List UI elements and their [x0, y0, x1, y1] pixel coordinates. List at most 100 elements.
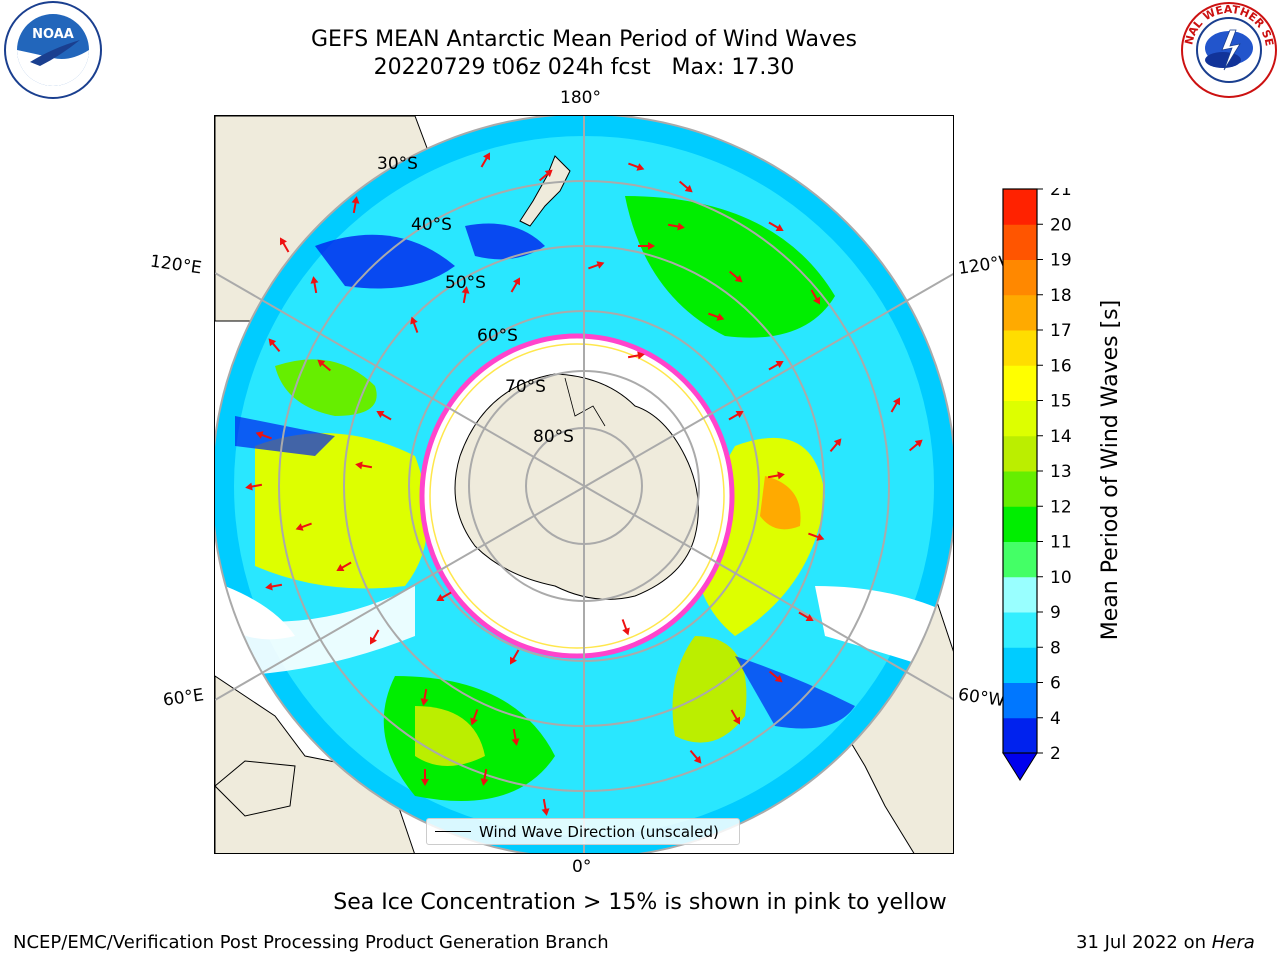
wave-direction-arrow: [621, 619, 630, 636]
lon-label-0: 0°: [572, 857, 592, 877]
lat-label-80s: 80°S: [533, 427, 574, 447]
wave-direction-arrow: [628, 162, 645, 171]
wave-direction-arrow: [355, 461, 373, 470]
title-line-2: 20220729 t06z 024h fcst Max: 17.30: [373, 55, 795, 80]
wave-direction-arrow: [295, 522, 312, 531]
lon-label-180: 180°: [560, 88, 601, 108]
wave-direction-arrow: [730, 709, 740, 725]
nws-logo: NATIONAL WEATHER SERVICE: [1178, 0, 1277, 98]
colorbar-under-triangle: [1002, 752, 1038, 781]
wave-direction-arrow: [908, 439, 923, 452]
wave-direction-arrow: [310, 276, 319, 294]
machine-name: Hera: [1211, 932, 1255, 953]
colorbar-tick-label: 19: [1050, 251, 1072, 271]
lat-label-50s: 50°S: [445, 273, 486, 293]
colorbar-band: [1003, 400, 1037, 437]
wave-direction-arrow: [678, 180, 693, 193]
wave-direction-arrow: [538, 169, 553, 182]
wave-direction-arrow: [510, 277, 520, 293]
colorbar-tick-label: 9: [1050, 603, 1061, 623]
wave-direction-arrow: [890, 397, 900, 413]
wave-direction-arrow: [376, 411, 392, 421]
wind-wave-arrows: [245, 152, 923, 816]
wave-direction-arrow: [410, 316, 419, 333]
colorbar-band: [1003, 717, 1037, 754]
colorbar-band: [1003, 541, 1037, 578]
colorbar-band: [1003, 682, 1037, 719]
colorbar-tick-label: 21: [1050, 188, 1072, 200]
wave-direction-arrow: [510, 649, 520, 665]
wave-direction-arrow: [708, 312, 725, 321]
date-credit: 31 Jul 2022 on Hera: [1076, 932, 1255, 953]
colorbar-band: [1003, 365, 1037, 401]
wave-direction-arrow: [588, 261, 605, 270]
colorbar-tick-label: 8: [1050, 638, 1061, 658]
colorbar-tick-label: 17: [1050, 321, 1072, 341]
wave-direction-arrow: [470, 709, 479, 726]
wave-direction-arrow: [808, 532, 825, 541]
colorbar-tick-label: 13: [1050, 462, 1072, 482]
lat-label-70s: 70°S: [505, 377, 546, 397]
wave-direction-arrow: [667, 222, 685, 231]
madagascar-land: [215, 760, 296, 817]
title-line-1: GEFS MEAN Antarctic Mean Period of Wind …: [311, 27, 857, 52]
colorbar-band: [1003, 647, 1037, 683]
lat-label-60s: 60°S: [477, 326, 518, 346]
wave-direction-arrow: [370, 629, 380, 645]
colorbar-band: [1003, 576, 1037, 613]
colorbar-band: [1003, 189, 1037, 225]
colorbar-tick-label: 12: [1050, 497, 1072, 517]
colorbar-tick-label: 16: [1050, 356, 1072, 376]
lat-label-40s: 40°S: [411, 215, 452, 235]
wave-direction-arrow: [280, 237, 290, 253]
colorbar-tick-label: 14: [1050, 427, 1072, 447]
wave-direction-arrow: [480, 768, 489, 786]
lat-label-30s: 30°S: [377, 154, 418, 174]
noaa-logo: NOAA: [4, 1, 102, 99]
wave-direction-arrow: [436, 591, 452, 601]
legend-line-swatch: [435, 831, 471, 832]
legend-label: Wind Wave Direction (unscaled): [479, 822, 719, 841]
sea-ice-note: Sea Ice Concentration > 15% is shown in …: [333, 890, 947, 915]
date-text: 31 Jul 2022 on: [1076, 932, 1212, 953]
colorbar-band: [1003, 471, 1037, 507]
wave-direction-arrow: [511, 728, 520, 746]
wave-direction-arrow: [421, 769, 429, 786]
colorbar-band: [1003, 224, 1037, 260]
colorbar-tick-label: 2: [1050, 744, 1061, 764]
colorbar-band: [1003, 435, 1037, 472]
map-panel: 30°S 40°S 50°S 60°S 70°S 80°S: [214, 115, 954, 854]
wave-direction-arrow: [336, 561, 352, 571]
colorbar-band: [1003, 330, 1037, 366]
wave-direction-arrow: [480, 152, 490, 168]
colorbar: 2 4 6 8 9 10 11 12 13 14 15 16 17 18 19 20 21: [1002, 188, 1072, 781]
wave-direction-arrow: [461, 286, 470, 304]
credit-text: NCEP/EMC/Verification Post Processing Pr…: [13, 932, 609, 953]
lon-label-120e: 120°E: [148, 251, 203, 279]
colorbar-tick-label: 20: [1050, 215, 1072, 235]
wave-direction-arrow: [768, 361, 784, 371]
wave-direction-arrow: [265, 582, 283, 591]
graticule: [215, 116, 953, 853]
wave-direction-arrow: [829, 438, 842, 453]
colorbar-band: [1003, 294, 1037, 331]
wave-direction-arrow: [728, 411, 744, 421]
wave-direction-arrow: [255, 431, 272, 440]
colorbar-tick-label: 6: [1050, 674, 1061, 694]
colorbar-title: Mean Period of Wind Waves [s]: [1098, 299, 1123, 641]
map-legend: Wind Wave Direction (unscaled): [426, 818, 740, 845]
colorbar-band: [1003, 506, 1037, 542]
lon-label-60w: 60°W: [956, 684, 1007, 712]
colorbar-tick-label: 15: [1050, 392, 1072, 412]
svg-text:NOAA: NOAA: [32, 27, 74, 42]
colorbar-band: [1003, 259, 1037, 296]
wave-direction-arrow: [689, 749, 702, 764]
antarctica-land: [454, 373, 699, 600]
wave-direction-arrow: [768, 221, 784, 231]
lon-label-60e: 60°E: [161, 685, 206, 711]
colorbar-band: [1003, 612, 1037, 648]
wave-direction-arrow: [351, 196, 360, 214]
wave-direction-arrow: [541, 798, 550, 816]
wave-direction-arrow: [268, 338, 281, 353]
colorbar-tick-label: 18: [1050, 286, 1072, 306]
